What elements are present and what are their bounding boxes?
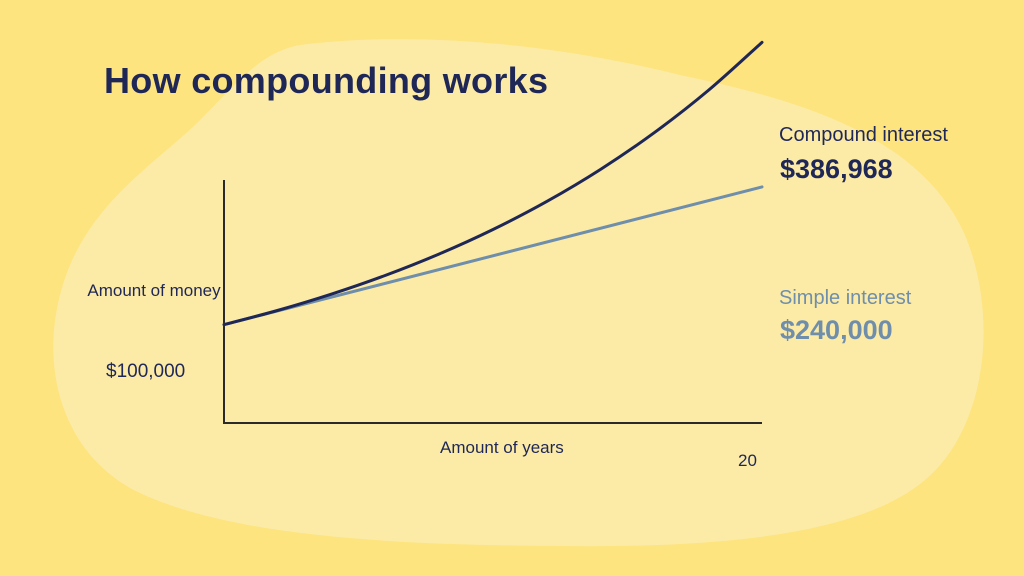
compound-interest-line: [222, 40, 764, 327]
compound-series-name: Compound interest: [779, 124, 948, 146]
simple-series-name: Simple interest: [779, 287, 912, 309]
compound-end-value: $386,968: [780, 154, 893, 184]
y-axis-label: Amount of money: [87, 281, 221, 300]
y-tick-label: $100,000: [106, 361, 186, 382]
x-tick-label: 20: [738, 451, 757, 470]
x-axis-label: Amount of years: [440, 438, 564, 457]
simple-interest-line: [222, 185, 764, 327]
simple-end-value: $240,000: [780, 315, 893, 345]
page-title: How compounding works: [104, 60, 549, 101]
